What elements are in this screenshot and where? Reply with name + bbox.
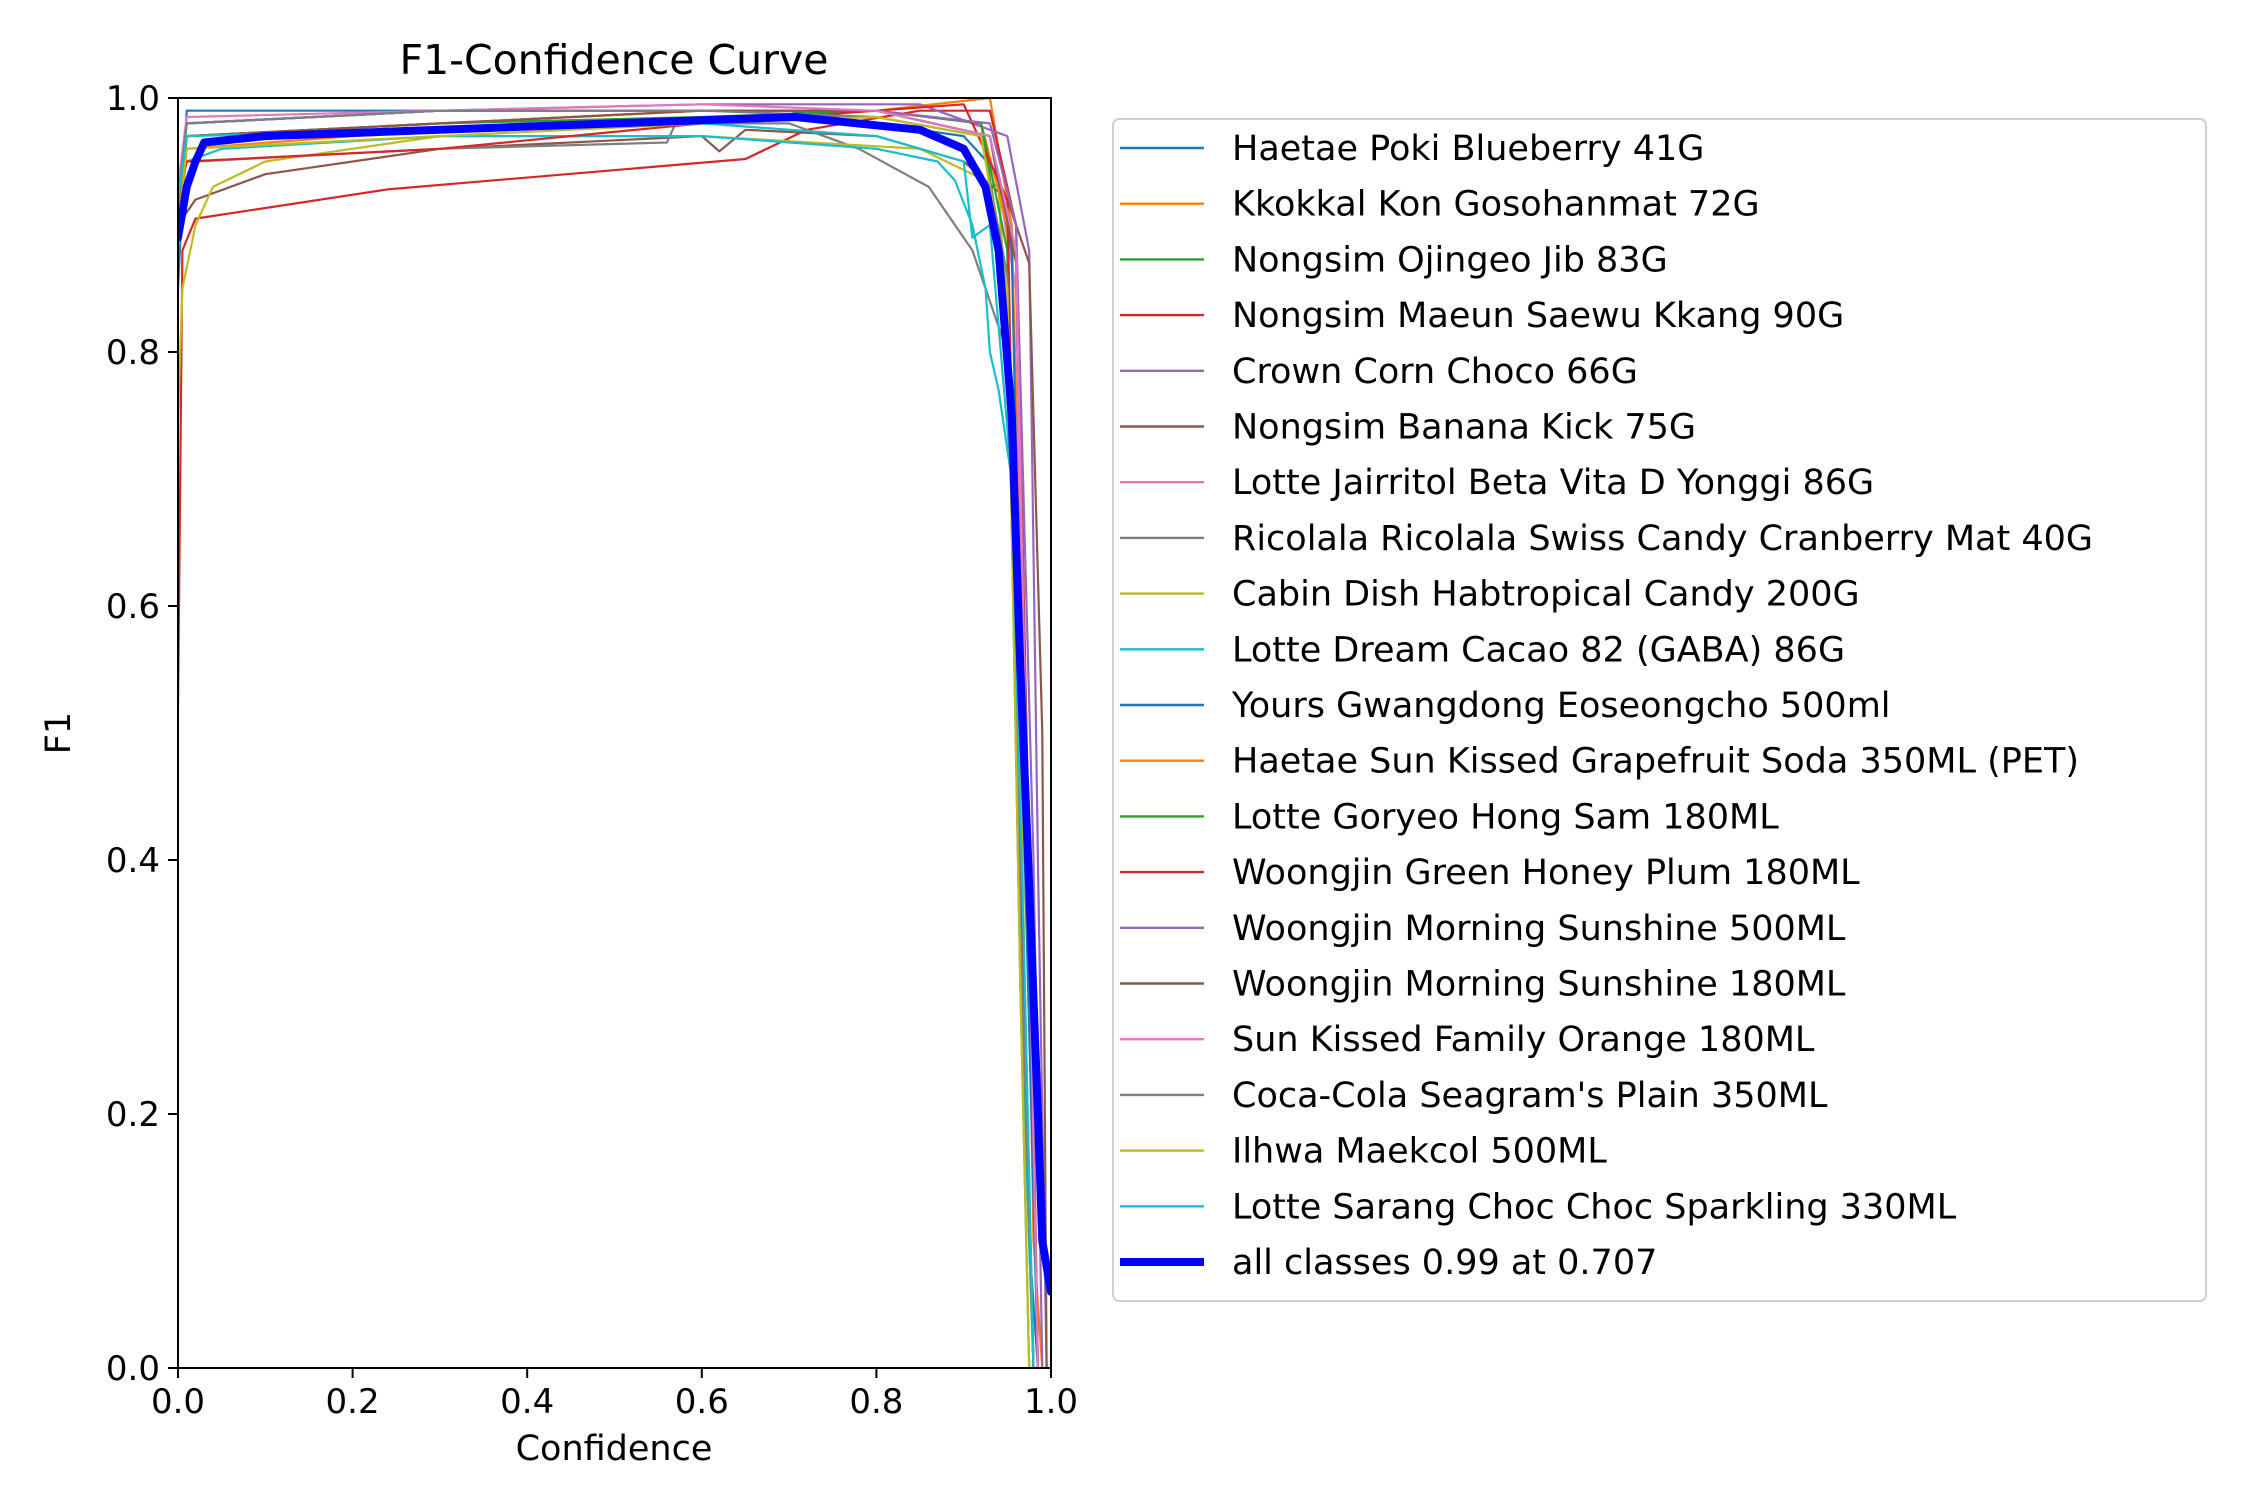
series-line-19 [178,115,1031,1368]
legend-label: Lotte Goryeo Hong Sam 180ML [1232,797,1779,837]
y-axis-label: F1 [39,712,79,754]
x-tick-label: 0.2 [326,1382,380,1422]
legend-label: Lotte Jairritol Beta Vita D Yonggi 86G [1232,463,1874,503]
legend-label: all classes 0.99 at 0.707 [1232,1243,1657,1283]
legend-label: Woongjin Morning Sunshine 180ML [1232,965,1846,1005]
series-line-10 [178,135,1035,1368]
legend-label: Haetae Poki Blueberry 41G [1232,129,1704,169]
x-tick-label: 0.0 [151,1382,205,1422]
chart-title: F1-Confidence Curve [400,36,829,84]
legend-label: Haetae Sun Kissed Grapefruit Soda 350ML … [1232,742,2079,782]
legend: Haetae Poki Blueberry 41G Kkokkal Kon Gos… [1112,118,2207,1302]
legend-label: Lotte Dream Cacao 82 (GABA) 86G [1232,630,1845,670]
legend-label: Cabin Dish Habtropical Candy 200G [1232,575,1860,615]
legend-label: Woongjin Morning Sunshine 500ML [1232,909,1846,949]
legend-label: Nongsim Banana Kick 75G [1232,408,1696,448]
legend-label: Woongjin Green Honey Plum 180ML [1232,853,1860,893]
x-tick-label: 1.0 [1024,1382,1078,1422]
y-tick-label: 0.6 [106,587,160,627]
series-line-6 [178,128,1048,1368]
y-axis-ticks: 0.0 0.2 0.4 0.6 0.8 1.0 [106,79,178,1389]
legend-label: Ilhwa Maekcol 500ML [1232,1132,1607,1172]
x-tick-label: 0.6 [675,1382,729,1422]
legend-label: Crown Corn Choco 66G [1232,352,1638,392]
legend-label: Kkokkal Kon Gosohanmat 72G [1232,185,1760,225]
x-axis-label: Confidence [516,1429,713,1469]
legend-label: Sun Kissed Family Orange 180ML [1232,1020,1815,1060]
legend-label: Nongsim Maeun Saewu Kkang 90G [1232,296,1844,336]
y-tick-label: 1.0 [106,79,160,119]
y-tick-label: 0.8 [106,333,160,373]
series-line-all-classes [178,113,1051,1296]
legend-label: Coca-Cola Seagram's Plain 350ML [1232,1076,1828,1116]
legend-label: Lotte Sarang Choc Choc Sparkling 330ML [1232,1187,1957,1227]
legend-label: Nongsim Ojingeo Jib 83G [1232,240,1668,280]
y-tick-label: 0.2 [106,1095,160,1135]
legend-box [1112,118,2207,1302]
legend-label: Yours Gwangdong Eoseongcho 500ml [1231,686,1891,726]
legend-label: Ricolala Ricolala Swiss Candy Cranberry … [1232,519,2093,559]
y-tick-label: 0.4 [106,841,160,881]
x-axis-ticks: 0.0 0.2 0.4 0.6 0.8 1.0 [151,1368,1078,1422]
y-tick-label: 0.0 [106,1349,160,1389]
x-tick-label: 0.8 [849,1382,903,1422]
plot-frame [177,97,1052,1369]
series-layer [178,98,1051,1368]
x-tick-label: 0.4 [500,1382,554,1422]
